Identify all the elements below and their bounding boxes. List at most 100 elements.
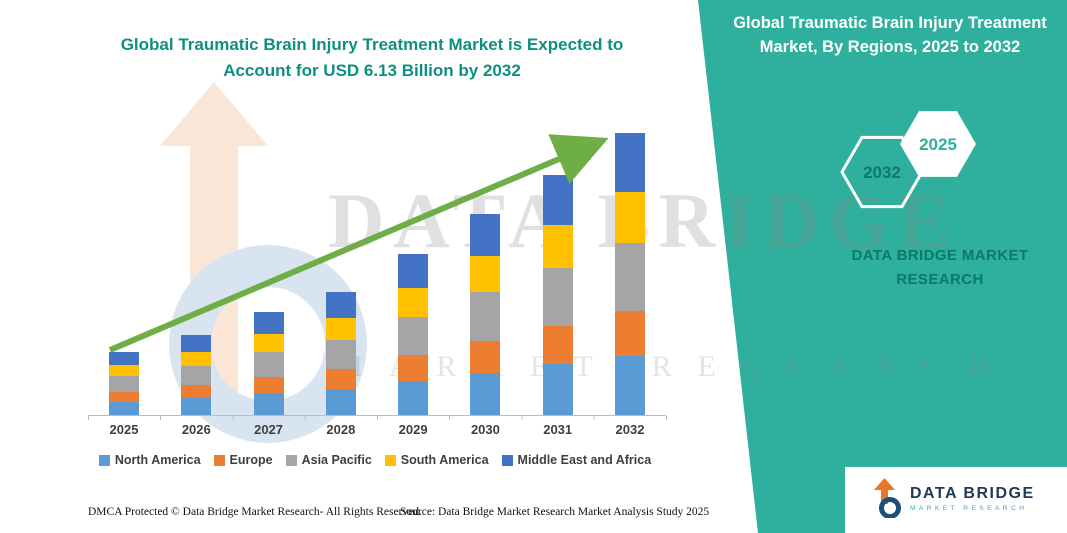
legend-label: Europe [229,453,273,467]
panel-brand-text: DATA BRIDGE MARKET RESEARCH [830,244,1050,292]
x-tick-label: 2031 [543,422,573,437]
bar-segment-europe [398,355,429,381]
chart-title: Global Traumatic Brain Injury Treatment … [120,35,624,80]
x-tick-label: 2029 [398,422,428,437]
bar-column-2028 [305,292,377,415]
panel-brand-line2: RESEARCH [896,271,984,288]
stacked-bar [542,174,573,415]
bar-segment-middle-east-and-africa [398,254,429,288]
legend: North America Europe Asia Pacific South Ame… [70,453,680,467]
bar-segment-south-america [325,317,356,341]
bar-segment-south-america [253,334,284,353]
x-tick-label: 2027 [254,422,284,437]
bar-segment-europe [325,369,356,390]
bar-segment-asia-pacific [181,365,212,386]
legend-swatch-icon [384,454,396,466]
badge-2032-label: 2032 [863,163,901,182]
legend-swatch-icon [213,454,225,466]
stacked-bar [398,254,429,415]
bar-segment-asia-pacific [109,376,139,392]
bar-segment-asia-pacific [253,352,284,377]
bar-segment-europe [109,391,139,402]
x-tick-label: 2025 [109,422,139,437]
badge-2025-label: 2025 [919,135,957,154]
bar-column-2031 [522,174,594,415]
stacked-bar [109,351,139,415]
bar-segment-south-america [542,224,573,268]
stacked-bar [325,292,356,415]
bar-column-2027 [233,312,305,415]
x-axis-labels: 2025 2026 2027 2028 2029 2030 2031 2032 [88,422,666,437]
bar-segment-europe [542,325,573,365]
legend-label: North America [114,453,201,467]
bar-segment-north-america [181,398,212,415]
bar-segment-south-america [181,351,212,366]
stacked-bar [614,133,645,415]
bar-segment-north-america [470,372,501,415]
logo-name: DATA BRIDGE [910,484,1035,502]
company-logo: DATA BRIDGE MARKET RESEARCH [872,478,1035,518]
bar-segment-north-america [542,364,573,415]
stacked-bar [470,213,501,415]
bar-segment-north-america [325,389,356,415]
legend-label: South America [400,453,489,467]
bar-segment-middle-east-and-africa [109,351,139,365]
bar-column-2026 [160,334,232,415]
legend-label: Middle East and Africa [517,453,652,467]
x-tick-label: 2026 [181,422,211,437]
legend-item: South America [384,453,489,467]
x-axis-ticks [88,416,667,420]
bar-segment-north-america [614,355,645,415]
year-badges: 2032 2025 [840,111,976,209]
legend-item: Asia Pacific [285,453,372,467]
logo-cutout [845,464,1067,533]
legend-swatch-icon [98,454,110,466]
bar-segment-south-america [614,192,645,244]
bar-segment-middle-east-and-africa [253,312,284,335]
x-tick-label: 2030 [470,422,500,437]
bar-segment-middle-east-and-africa [542,174,573,225]
bar-column-2029 [377,254,449,415]
legend-item: Middle East and Africa [501,453,652,467]
bar-segment-north-america [109,401,139,415]
bar-segment-asia-pacific [398,316,429,356]
legend-item: Europe [213,453,273,467]
bar-segment-asia-pacific [470,292,501,341]
panel-brand-line1: DATA BRIDGE MARKET [851,247,1029,264]
data-bridge-logo-icon [874,478,901,518]
side-panel-title: Global Traumatic Brain Injury Treatment … [733,14,1047,56]
bar-segment-south-america [470,255,501,293]
bar-segment-middle-east-and-africa [325,292,356,318]
bar-segment-north-america [253,393,284,415]
bar-segment-asia-pacific [325,340,356,370]
logo-subtitle: MARKET RESEARCH [910,504,1028,512]
hexagon-2025-icon [900,111,976,177]
logo-text-block: DATA BRIDGE MARKET RESEARCH [910,485,1035,512]
footer-source-text: Source: Data Bridge Market Research Mark… [400,506,710,518]
plot-area [88,120,666,416]
bar-column-2032 [594,133,666,415]
bar-segment-south-america [398,287,429,317]
x-tick-label: 2032 [615,422,645,437]
legend-swatch-icon [501,454,513,466]
bar-segment-asia-pacific [614,243,645,311]
bar-segment-europe [470,340,501,373]
stacked-bar [253,312,284,415]
bar-segment-north-america [398,381,429,415]
bar-segment-europe [614,310,645,356]
legend-swatch-icon [285,454,297,466]
bar-segment-middle-east-and-africa [470,213,501,256]
bar-segment-middle-east-and-africa [181,334,212,352]
bar-column-2030 [449,213,521,415]
bar-segment-europe [181,385,212,398]
bar-column-2025 [88,351,160,415]
x-tick-label: 2028 [326,422,356,437]
stacked-bar [181,334,212,415]
legend-label: Asia Pacific [301,453,372,467]
bar-segment-middle-east-and-africa [614,133,645,193]
bar-segment-south-america [109,364,139,377]
footer-dmca-text: DMCA Protected © Data Bridge Market Rese… [88,506,422,518]
bar-segment-asia-pacific [542,267,573,326]
bar-segment-europe [253,376,284,394]
